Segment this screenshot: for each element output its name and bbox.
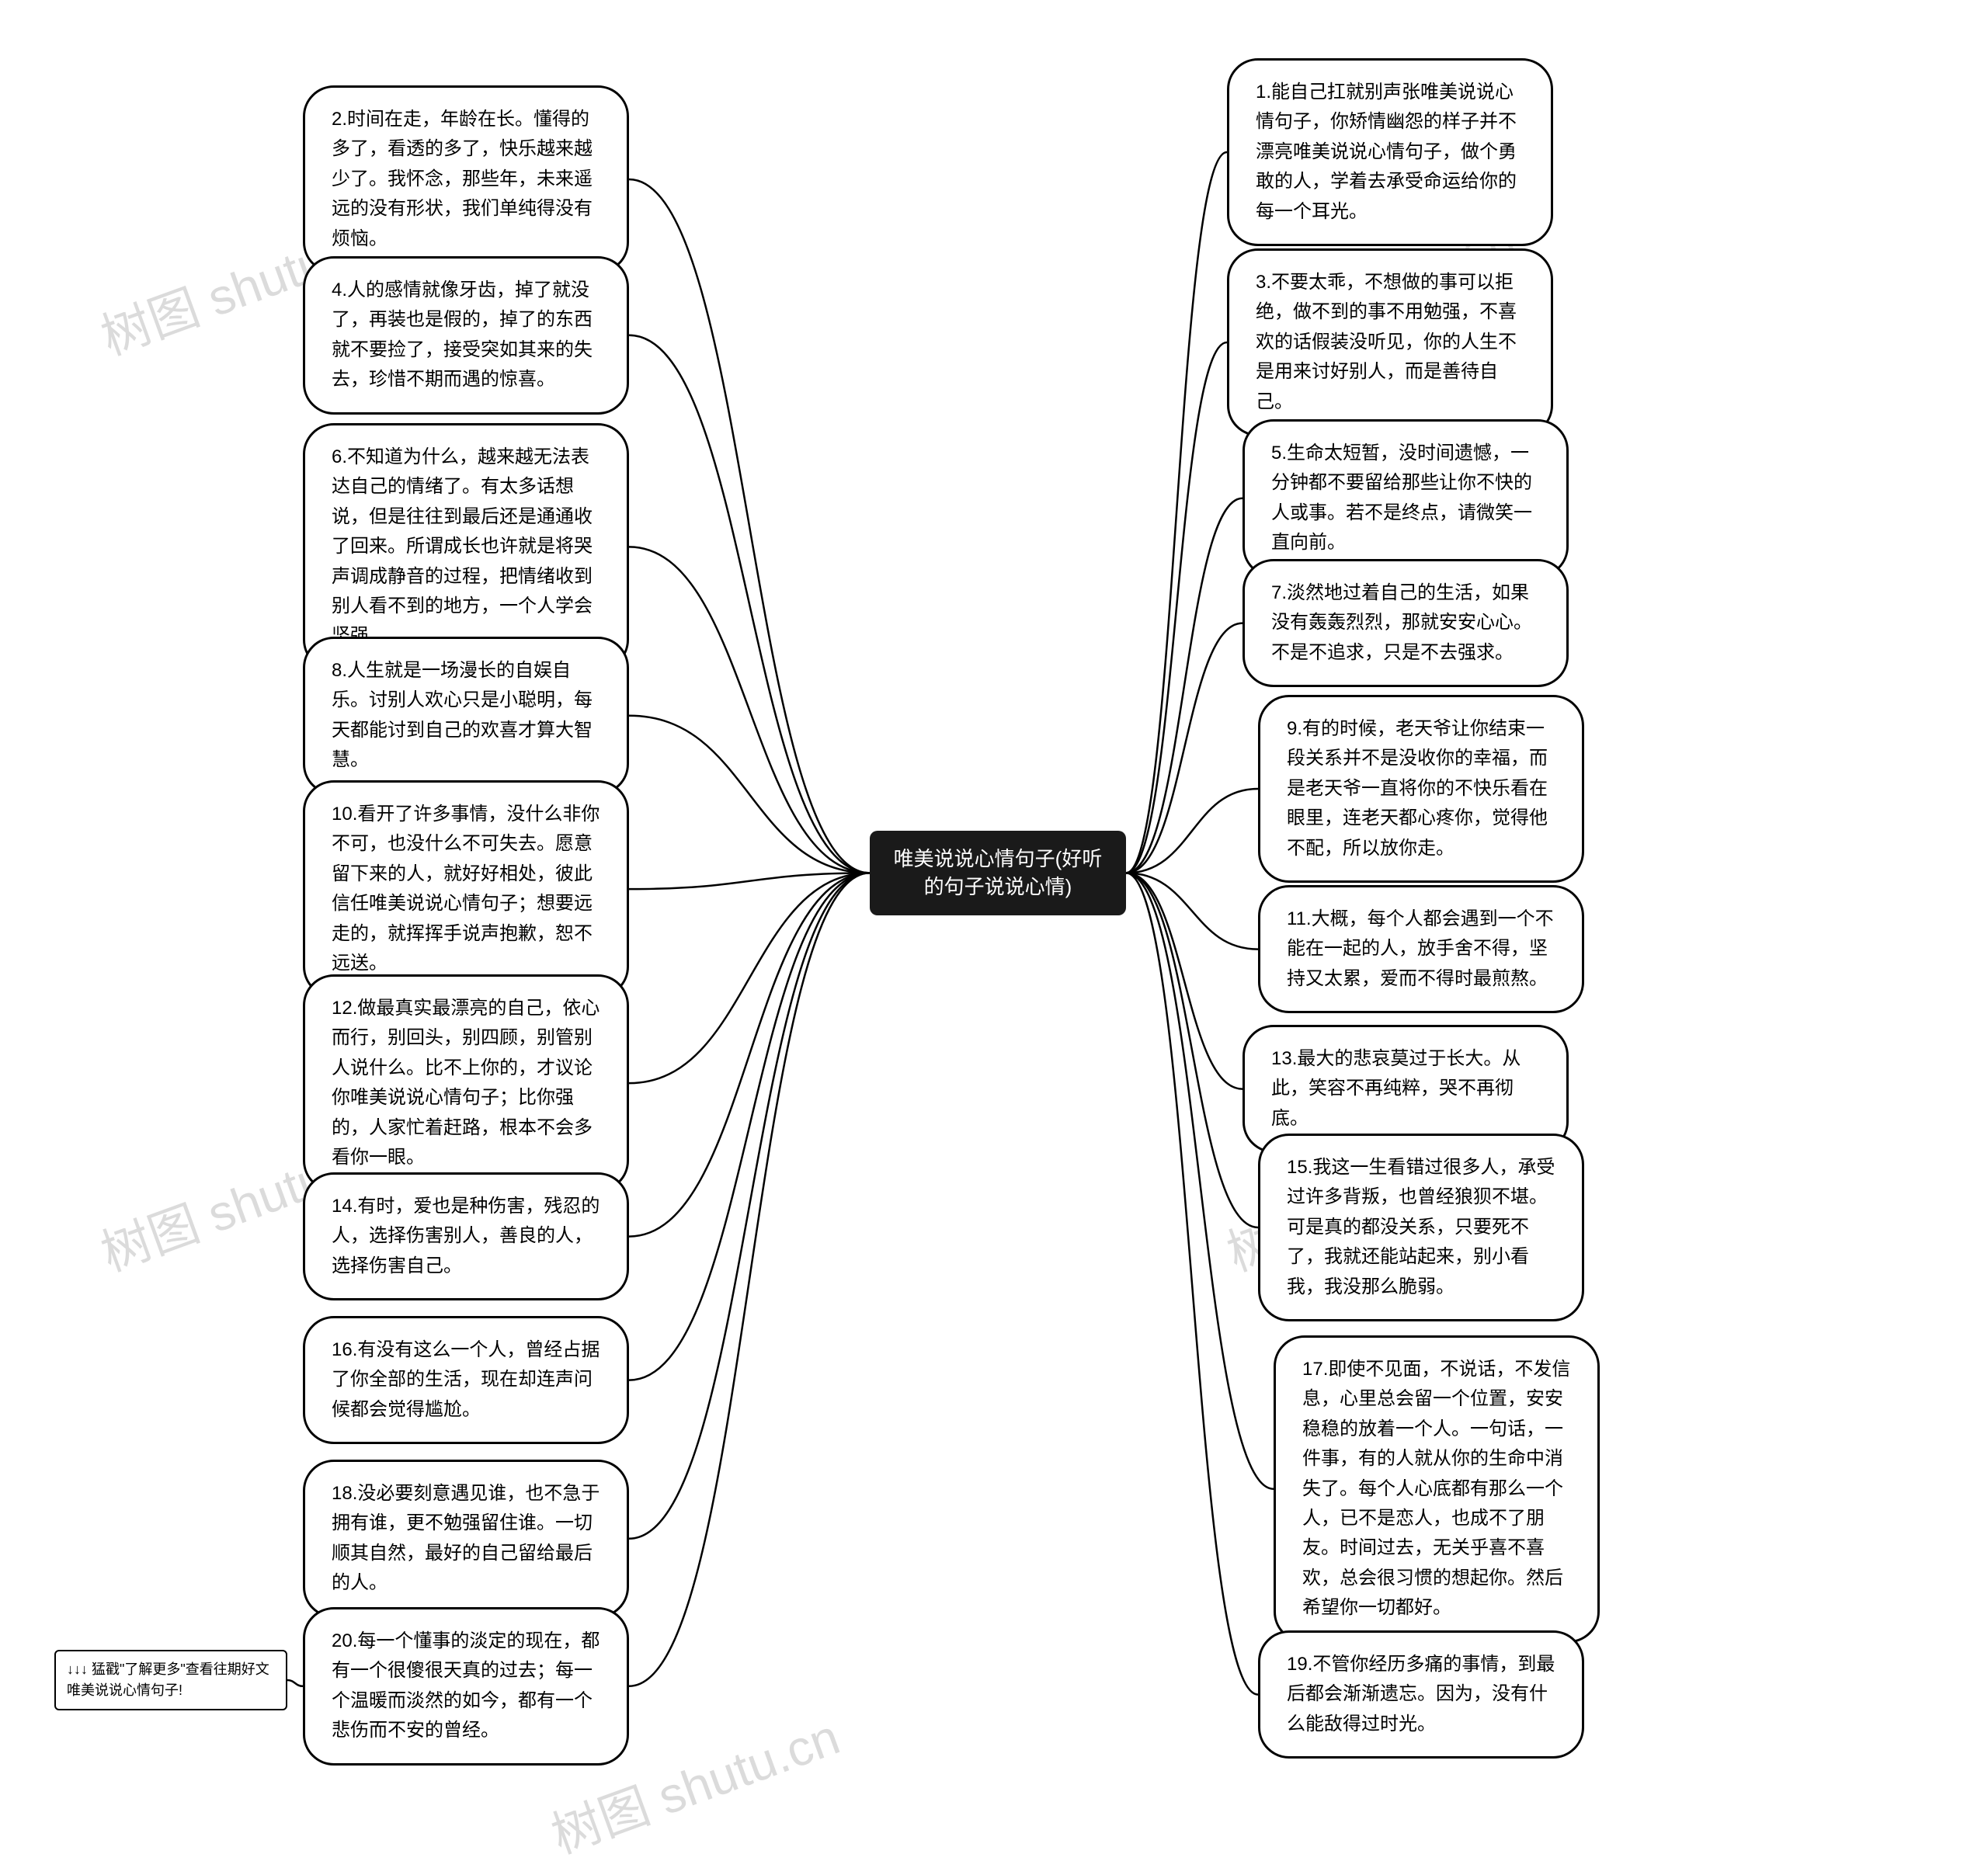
connector-lines (0, 0, 1988, 1847)
leaf-text: 2.时间在走，年龄在长。懂得的多了，看透的多了，快乐越来越少了。我怀念，那些年，… (332, 109, 593, 249)
leaf-node-n2: 2.时间在走，年龄在长。懂得的多了，看透的多了，快乐越来越少了。我怀念，那些年，… (303, 85, 629, 273)
leaf-node-n5: 5.生命太短暂，没时间遗憾，一分钟都不要留给那些让你不快的人或事。若不是终点，请… (1242, 419, 1569, 578)
center-node: 唯美说说心情句子(好听的句子说说心情) (870, 831, 1126, 915)
leaf-text: 16.有没有这么一个人，曾经占据了你全部的生活，现在却连声问候都会觉得尴尬。 (332, 1339, 600, 1420)
leaf-text: 18.没必要刻意遇见谁，也不急于拥有谁，更不勉强留住谁。一切顺其自然，最好的自己… (332, 1483, 600, 1593)
leaf-node-n9: 9.有的时候，老天爷让你结束一段关系并不是没收你的幸福，而是老天爷一直将你的不快… (1258, 695, 1584, 883)
leaf-node-n1: 1.能自己扛就别声张唯美说说心情句子，你矫情幽怨的样子并不漂亮唯美说说心情句子，… (1227, 58, 1553, 246)
leaf-text: 19.不管你经历多痛的事情，到最后都会渐渐遗忘。因为，没有什么能敌得过时光。 (1287, 1654, 1555, 1734)
leaf-node-n3: 3.不要太乖，不想做的事可以拒绝，做不到的事不用勉强，不喜欢的话假装没听见，你的… (1227, 248, 1553, 436)
leaf-node-n10: 10.看开了许多事情，没什么非你不可，也没什么不可失去。愿意留下来的人，就好好相… (303, 780, 629, 998)
leaf-text: 4.人的感情就像牙齿，掉了就没了，再装也是假的，掉了的东西就不要捡了，接受突如其… (332, 280, 593, 390)
leaf-text: 14.有时，爱也是种伤害，残忍的人，选择伤害别人，善良的人，选择伤害自己。 (332, 1196, 600, 1276)
mindmap-canvas: 唯美说说心情句子(好听的句子说说心情) 树图 shutu.cn树图 shutu.… (0, 0, 1988, 1847)
leaf-text: 15.我这一生看错过很多人，承受过许多背叛，也曾经狼狈不堪。可是真的都没关系，只… (1287, 1157, 1555, 1297)
leaf-text: 10.看开了许多事情，没什么非你不可，也没什么不可失去。愿意留下来的人，就好好相… (332, 804, 600, 974)
leaf-text: 11.大概，每个人都会遇到一个不能在一起的人，放手舍不得，坚持又太累，爱而不得时… (1287, 908, 1554, 989)
leaf-node-n18: 18.没必要刻意遇见谁，也不急于拥有谁，更不勉强留住谁。一切顺其自然，最好的自己… (303, 1460, 629, 1618)
leaf-node-n4: 4.人的感情就像牙齿，掉了就没了，再装也是假的，掉了的东西就不要捡了，接受突如其… (303, 256, 629, 415)
center-text: 唯美说说心情句子(好听的句子说说心情) (894, 847, 1103, 898)
sub-leaf-text: ↓↓↓ 猛戳"了解更多"查看往期好文唯美说说心情句子! (67, 1661, 269, 1698)
leaf-text: 5.生命太短暂，没时间遗憾，一分钟都不要留给那些让你不快的人或事。若不是终点，请… (1271, 443, 1532, 553)
leaf-text: 12.做最真实最漂亮的自己，依心而行，别回头，别四顾，别管别人说什么。比不上你的… (332, 998, 600, 1168)
leaf-node-n7: 7.淡然地过着自己的生活，如果没有轰轰烈烈，那就安安心心。不是不追求，只是不去强… (1242, 559, 1569, 687)
leaf-node-n17: 17.即使不见面，不说话，不发信息，心里总会留一个位置，安安稳稳的放着一个人。一… (1274, 1335, 1600, 1643)
leaf-text: 20.每一个懂事的淡定的现在，都有一个很傻很天真的过去；每一个温暖而淡然的如今，… (332, 1630, 600, 1741)
leaf-text: 13.最大的悲哀莫过于长大。从此，笑容不再纯粹，哭不再彻底。 (1271, 1048, 1521, 1129)
leaf-text: 6.不知道为什么，越来越无法表达自己的情绪了。有太多话想说，但是往往到最后还是通… (332, 446, 593, 646)
leaf-node-n20: 20.每一个懂事的淡定的现在，都有一个很傻很天真的过去；每一个温暖而淡然的如今，… (303, 1607, 629, 1766)
leaf-text: 17.即使不见面，不说话，不发信息，心里总会留一个位置，安安稳稳的放着一个人。一… (1302, 1359, 1570, 1618)
leaf-node-n14: 14.有时，爱也是种伤害，残忍的人，选择伤害别人，善良的人，选择伤害自己。 (303, 1172, 629, 1300)
leaf-node-n6: 6.不知道为什么，越来越无法表达自己的情绪了。有太多话想说，但是往往到最后还是通… (303, 423, 629, 671)
leaf-node-n12: 12.做最真实最漂亮的自己，依心而行，别回头，别四顾，别管别人说什么。比不上你的… (303, 974, 629, 1192)
leaf-node-n11: 11.大概，每个人都会遇到一个不能在一起的人，放手舍不得，坚持又太累，爱而不得时… (1258, 885, 1584, 1013)
leaf-text: 3.不要太乖，不想做的事可以拒绝，做不到的事不用勉强，不喜欢的话假装没听见，你的… (1256, 272, 1517, 412)
leaf-text: 1.能自己扛就别声张唯美说说心情句子，你矫情幽怨的样子并不漂亮唯美说说心情句子，… (1256, 82, 1517, 222)
leaf-node-n8: 8.人生就是一场漫长的自娱自乐。讨别人欢心只是小聪明，每天都能讨到自己的欢喜才算… (303, 637, 629, 795)
leaf-node-n19: 19.不管你经历多痛的事情，到最后都会渐渐遗忘。因为，没有什么能敌得过时光。 (1258, 1630, 1584, 1759)
leaf-text: 8.人生就是一场漫长的自娱自乐。讨别人欢心只是小聪明，每天都能讨到自己的欢喜才算… (332, 660, 593, 770)
leaf-text: 9.有的时候，老天爷让你结束一段关系并不是没收你的幸福，而是老天爷一直将你的不快… (1287, 718, 1548, 859)
leaf-node-n16: 16.有没有这么一个人，曾经占据了你全部的生活，现在却连声问候都会觉得尴尬。 (303, 1316, 629, 1444)
sub-leaf-note: ↓↓↓ 猛戳"了解更多"查看往期好文唯美说说心情句子! (54, 1650, 287, 1710)
leaf-node-n15: 15.我这一生看错过很多人，承受过许多背叛，也曾经狼狈不堪。可是真的都没关系，只… (1258, 1134, 1584, 1321)
leaf-text: 7.淡然地过着自己的生活，如果没有轰轰烈烈，那就安安心心。不是不追求，只是不去强… (1271, 582, 1532, 663)
